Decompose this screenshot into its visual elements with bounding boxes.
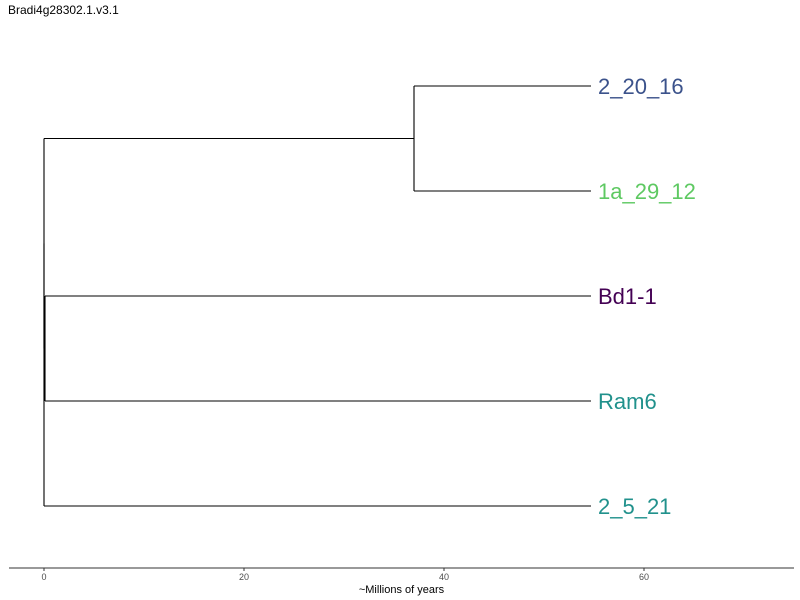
tip-label-2_20_16: 2_20_16 bbox=[598, 74, 684, 99]
axis-title: ~Millions of years bbox=[359, 584, 445, 596]
tip-label-2_5_21: 2_5_21 bbox=[598, 494, 671, 519]
axis-ticks: 0 20 40 60 bbox=[41, 568, 649, 582]
axis-tick-label-20: 20 bbox=[239, 572, 249, 582]
tip-label-Bd1-1: Bd1-1 bbox=[598, 284, 657, 309]
time-axis: 0 20 40 60 ~Millions of years bbox=[9, 567, 794, 596]
tree-branches bbox=[43, 85, 591, 507]
tip-label-Ram6: Ram6 bbox=[598, 389, 657, 414]
page-title: Bradi4g28302.1.v3.1 bbox=[8, 3, 119, 17]
axis-tick-label-60: 60 bbox=[639, 572, 649, 582]
tip-labels: 2_20_16 1a_29_12 Bd1-1 Ram6 2_5_21 bbox=[598, 74, 696, 519]
axis-tick-label-40: 40 bbox=[439, 572, 449, 582]
tip-label-1a_29_12: 1a_29_12 bbox=[598, 179, 696, 204]
axis-tick-label-0: 0 bbox=[41, 572, 46, 582]
